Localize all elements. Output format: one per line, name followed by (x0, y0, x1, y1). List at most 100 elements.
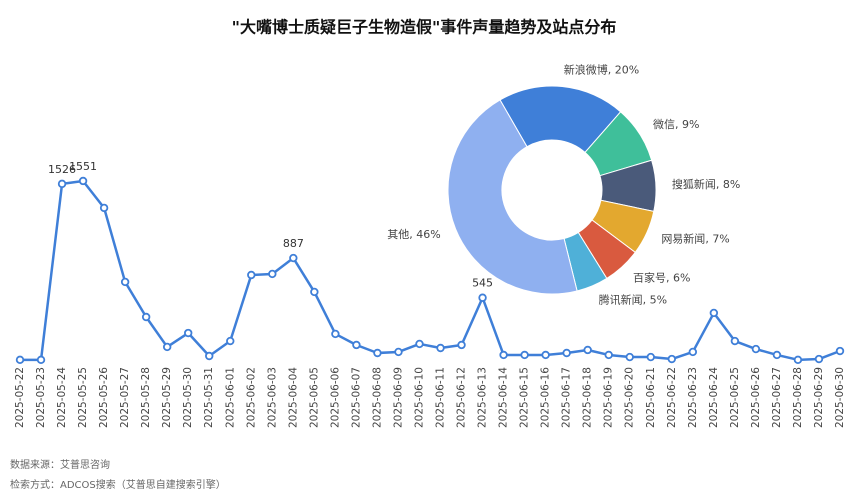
x-tick-label: 2025-06-28 (792, 367, 804, 428)
x-tick-label: 2025-05-24 (56, 367, 68, 428)
data-point (499, 350, 508, 360)
x-tick-label: 2025-06-23 (687, 367, 699, 428)
data-label: 545 (472, 277, 493, 290)
data-point (36, 355, 46, 365)
x-tick-label: 2025-06-13 (477, 367, 489, 428)
source-note: 数据来源：艾普思咨询 (10, 458, 110, 471)
data-point (457, 340, 466, 350)
data-point (814, 354, 824, 364)
x-tick-label: 2025-05-31 (203, 367, 215, 428)
data-point (478, 293, 487, 302)
data-label: 1551 (69, 160, 97, 173)
x-tick-label: 2025-06-20 (624, 367, 636, 428)
data-point (331, 329, 340, 339)
data-point (709, 308, 719, 318)
x-tick-label: 2025-06-27 (771, 367, 783, 428)
slice-value: 6% (673, 272, 690, 285)
method-note: 检索方式：ADCOS搜索（艾普思自建搜索引擎） (10, 478, 226, 491)
x-tick-label: 2025-05-26 (98, 367, 110, 428)
slice-name: 新浪微博 (564, 63, 608, 77)
x-tick-label: 2025-06-12 (456, 367, 468, 428)
slice-label: 新浪微博, 20% (564, 63, 639, 77)
slice-name: 网易新闻 (661, 231, 705, 245)
x-tick-label: 2025-05-29 (161, 367, 173, 428)
slice-label: 网易新闻, 7% (661, 231, 729, 245)
data-point (268, 269, 277, 279)
slice-name: 微信 (653, 117, 675, 131)
slice-value: 5% (650, 294, 667, 307)
data-point (78, 176, 88, 186)
x-tick-label: 2025-06-21 (645, 367, 657, 428)
x-tick-label: 2025-06-30 (834, 367, 846, 428)
slice-label: 微信, 9% (653, 117, 699, 131)
data-point (141, 312, 151, 322)
data-point (562, 348, 571, 358)
data-point (205, 351, 214, 361)
data-label: 1526 (48, 163, 76, 176)
slice-label: 百家号, 6% (633, 271, 690, 285)
data-point (688, 347, 698, 357)
x-tick-label: 2025-06-05 (308, 367, 320, 428)
data-point (289, 253, 298, 263)
x-tick-label: 2025-06-18 (582, 367, 594, 428)
pie-slice (499, 85, 622, 154)
x-tick-label: 2025-06-06 (329, 367, 341, 428)
slice-label: 其他, 46% (387, 228, 440, 241)
pie-slice (447, 99, 578, 295)
data-point (226, 336, 235, 346)
data-point (646, 352, 655, 362)
slice-value: 9% (682, 118, 699, 131)
slice-value: 8% (723, 178, 740, 191)
slice-label: 搜狐新闻, 8% (672, 177, 740, 191)
x-tick-label: 2025-05-27 (119, 367, 131, 428)
x-tick-label: 2025-06-25 (729, 367, 741, 428)
x-tick-label: 2025-06-29 (813, 367, 825, 428)
x-tick-label: 2025-06-17 (561, 367, 573, 428)
data-point (730, 336, 740, 346)
series-line (20, 179, 841, 362)
data-point (751, 344, 761, 354)
data-point (667, 354, 676, 364)
data-point (835, 346, 845, 356)
data-point (604, 350, 613, 360)
x-tick-label: 2025-06-10 (413, 367, 425, 428)
x-tick-label: 2025-06-14 (498, 367, 510, 428)
data-point (583, 345, 592, 355)
x-tick-label: 2025-06-15 (519, 367, 531, 428)
data-point (520, 350, 529, 360)
data-point (772, 350, 782, 360)
slice-value: 7% (712, 232, 729, 245)
data-point (310, 287, 319, 297)
data-point (793, 355, 803, 365)
slice-name: 其他 (387, 228, 409, 241)
x-tick-label: 2025-06-08 (371, 367, 383, 428)
data-point (394, 347, 403, 357)
data-point (184, 328, 193, 338)
slice-name: 搜狐新闻 (672, 177, 716, 191)
x-tick-label: 2025-06-22 (666, 367, 678, 428)
x-tick-label: 2025-06-07 (350, 367, 362, 428)
x-tick-label: 2025-06-09 (392, 367, 404, 428)
x-tick-label: 2025-05-30 (182, 367, 194, 428)
data-point (99, 203, 109, 213)
x-tick-label: 2025-06-03 (266, 367, 278, 428)
data-point (120, 277, 130, 287)
x-tick-label: 2025-06-11 (435, 367, 447, 428)
x-tick-label: 2025-06-16 (540, 367, 552, 428)
data-point (15, 355, 25, 365)
data-point (415, 339, 424, 349)
chart-title: "大嘴博士质疑巨子生物造假"事件声量趋势及站点分布 (232, 18, 617, 37)
x-tick-label: 2025-06-19 (603, 367, 615, 428)
slice-value: 46% (416, 228, 440, 241)
slice-name: 百家号 (633, 271, 666, 285)
x-tick-label: 2025-05-28 (140, 367, 152, 428)
data-point (247, 270, 256, 280)
x-tick-label: 2025-06-24 (708, 367, 720, 428)
data-point (352, 340, 361, 350)
x-tick-label: 2025-06-02 (245, 367, 257, 428)
slice-label: 腾讯新闻, 5% (599, 293, 667, 307)
data-point (162, 342, 172, 352)
x-tick-label: 2025-06-26 (750, 367, 762, 428)
x-tick-label: 2025-05-23 (35, 367, 47, 428)
